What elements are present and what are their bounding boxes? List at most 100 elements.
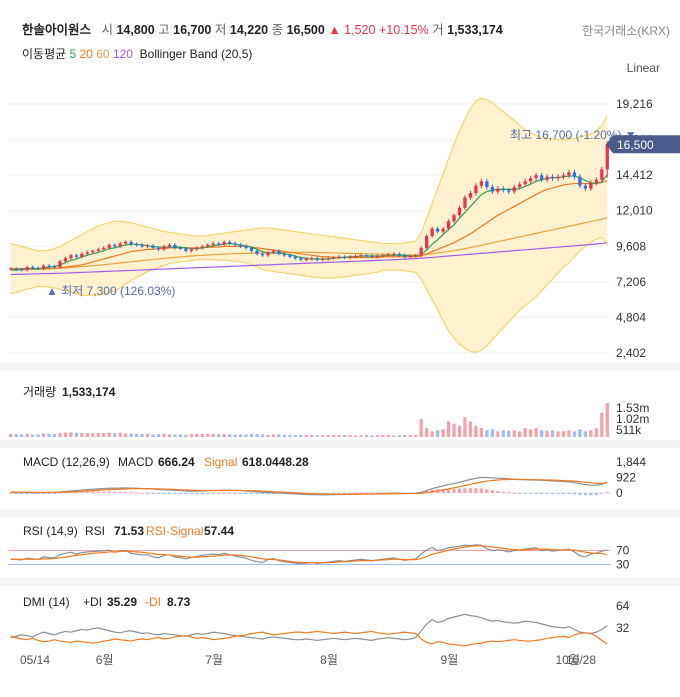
volume-bar: [310, 435, 314, 437]
candle-body: [578, 176, 582, 186]
price-tick-label: 9,608: [616, 239, 646, 253]
candle-body: [9, 268, 13, 270]
macd-histogram-bar: [266, 492, 270, 495]
signal-series-label: Signal: [204, 455, 237, 469]
volume-title: 거래량: [23, 385, 56, 399]
candle-body: [244, 246, 248, 248]
candle-body: [14, 268, 18, 270]
volume-bar: [304, 434, 308, 437]
volume-bar: [321, 435, 325, 437]
candle-body: [249, 247, 254, 251]
volume-bar: [30, 434, 35, 437]
macd-histogram-bar: [353, 492, 358, 494]
candle-body: [63, 258, 68, 262]
volume-bar: [145, 433, 150, 437]
volume-bar: [134, 433, 139, 437]
macd-histogram-bar: [260, 492, 265, 495]
volume-bar: [52, 434, 57, 437]
ma20-label: 20: [79, 47, 93, 61]
candle-body: [375, 256, 380, 258]
price-tick-label: 14,412: [616, 168, 653, 182]
volume-tick-label: 1.02m: [616, 412, 649, 426]
macd-histogram-bar: [63, 492, 68, 494]
volume-bar: [605, 403, 609, 437]
rsi-series-label: RSI: [85, 524, 105, 538]
volume-bar: [425, 428, 429, 437]
stock-name: 한솔아이원스: [22, 23, 92, 37]
volume-bar: [353, 435, 358, 437]
volume-bar: [337, 435, 341, 437]
volume-bar: [457, 425, 462, 437]
candle-body: [47, 265, 51, 267]
candle-body: [118, 243, 122, 247]
ma20-line: [10, 179, 608, 270]
scale-toggle[interactable]: Linear: [626, 61, 660, 75]
volume-bar: [277, 434, 281, 437]
high-label: 고: [158, 23, 170, 37]
macd-histogram-bar: [14, 492, 18, 494]
candle-body: [140, 244, 144, 247]
candle-body: [25, 267, 29, 271]
macd-histogram-bar: [567, 492, 571, 494]
macd-histogram-bar: [600, 492, 604, 494]
candle-body: [195, 247, 199, 250]
dmi-tick-label: 32: [616, 621, 630, 635]
macd-histogram-bar: [457, 488, 462, 493]
candle-body: [463, 197, 467, 208]
rsi-signal-series-label: RSI-Signal: [146, 524, 203, 538]
volume-bar: [74, 432, 79, 437]
price-tick-label: 19,216: [616, 97, 653, 111]
volume-bar: [370, 435, 374, 437]
macd-histogram-bar: [178, 492, 183, 494]
candle-body: [485, 181, 489, 188]
macd-histogram-bar: [9, 492, 13, 494]
candle-body: [156, 247, 161, 250]
candle-body: [189, 249, 193, 251]
candle-body: [134, 244, 139, 246]
candle-body: [430, 228, 434, 237]
indicator-legend[interactable]: 이동평균 5 20 60 120 Bollinger Band (20,5): [22, 45, 252, 62]
candle-body: [80, 253, 84, 257]
macd-histogram-bar: [217, 492, 221, 494]
volume-bar: [151, 434, 155, 437]
volume-tick-label: 511k: [616, 423, 642, 437]
candle-body: [408, 256, 412, 258]
open-value: 14,800: [116, 23, 155, 37]
candle-body: [255, 250, 259, 254]
rsi-signal-line: [10, 544, 608, 564]
macd-histogram-bar: [572, 492, 577, 495]
volume-bar: [474, 425, 478, 437]
volume-bar: [534, 428, 538, 437]
candle-body: [271, 250, 276, 253]
ma60-line: [10, 216, 608, 271]
macd-histogram-bar: [58, 492, 62, 494]
close-value: 16,500: [286, 23, 325, 37]
macd-histogram-bar: [184, 492, 188, 494]
volume-bar: [9, 433, 13, 437]
volume-bar: [167, 434, 172, 437]
candle-body: [266, 252, 270, 256]
volume-bar: [589, 430, 593, 437]
macd-histogram-bar: [222, 492, 226, 494]
volume-bar: [200, 433, 204, 437]
volume-bar: [140, 434, 144, 437]
volume-bar: [342, 435, 347, 437]
bollinger-band-fill: [10, 98, 608, 353]
volume-bar: [63, 432, 68, 437]
volume-bar: [419, 419, 423, 437]
ma60-label: 60: [96, 47, 110, 61]
rsi-line: [10, 544, 608, 565]
candle-body: [293, 256, 297, 259]
macd-histogram-bar: [474, 488, 478, 493]
high-annotation: 최고 16,700 (-1.20%) ▼: [510, 128, 637, 142]
macd-histogram-bar: [134, 492, 139, 494]
volume-bar: [288, 435, 292, 437]
macd-histogram-bar: [244, 492, 248, 494]
volume-bar: [41, 433, 46, 437]
macd-histogram-bar: [36, 492, 40, 494]
macd-histogram-bar: [545, 492, 549, 494]
volume-bar: [36, 434, 40, 437]
candle-body: [474, 185, 478, 194]
macd-histogram-bar: [441, 488, 445, 493]
